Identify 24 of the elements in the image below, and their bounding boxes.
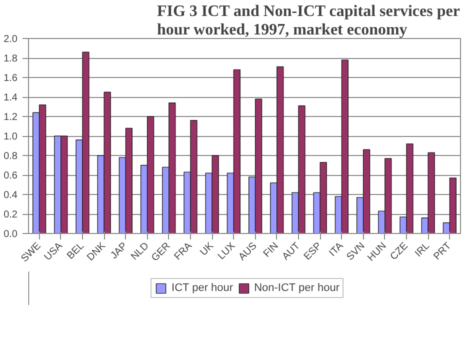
y-tick-label: 0.0 <box>4 229 18 240</box>
y-tick-label: 0.2 <box>4 210 18 220</box>
x-tick-label: ITA <box>327 240 346 259</box>
y-tick-label: 1.4 <box>4 92 18 104</box>
chart-title: FIG 3 ICT and Non-ICT capital services per hour worked, 1997, market economy <box>156 2 460 38</box>
y-tick-label: 2.0 <box>4 34 18 45</box>
x-tick-label: IRL <box>413 240 432 260</box>
y-tick-label: 0.8 <box>4 151 18 162</box>
x-tick-label: NLD <box>129 240 152 263</box>
x-tick-label: JAP <box>108 240 130 262</box>
x-tick-label: CZE <box>388 240 411 263</box>
y-tick-label: 1.6 <box>4 73 18 84</box>
x-tick-label: USA <box>42 240 66 263</box>
y-tick-label: 1.8 <box>4 54 18 64</box>
y-tick-label: 0.4 <box>4 190 18 201</box>
x-tick-label: UK <box>198 240 216 258</box>
legend-label: Non-ICT per hour <box>254 282 340 294</box>
legend-label: ICT per hour <box>172 282 234 294</box>
y-tick-label: 1.0 <box>4 132 18 142</box>
y-tick-label: 0.6 <box>4 170 18 182</box>
y-tick-label: 1.2 <box>4 112 18 123</box>
x-tick-label: FRA <box>172 240 195 263</box>
x-tick-label: BEL <box>65 240 87 262</box>
x-tick-label: FIN <box>262 240 281 260</box>
